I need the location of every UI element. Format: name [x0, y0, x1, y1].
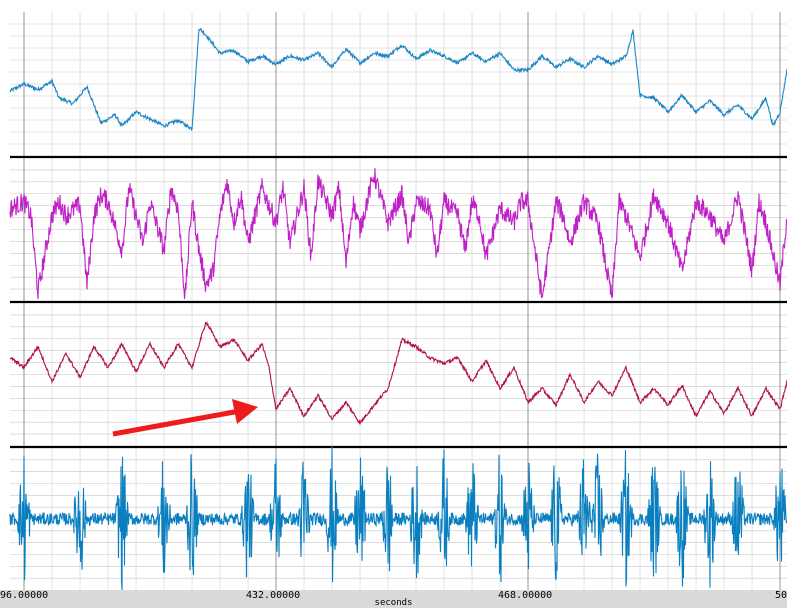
annotation-arrow-shaft — [112, 408, 241, 437]
x-tick-label: 432.00000 — [246, 590, 301, 601]
traces — [9, 28, 787, 591]
series-line-1 — [9, 28, 787, 131]
x-tick-label: 96.00000 — [0, 590, 49, 601]
x-tick-label: 468.00000 — [498, 590, 553, 601]
series-line-3 — [9, 321, 787, 425]
annotation-arrow-head — [232, 399, 258, 424]
x-axis-label: seconds — [374, 598, 413, 608]
series-line-2 — [9, 168, 787, 300]
x-tick-label: 50 — [775, 590, 787, 601]
annotations — [112, 399, 258, 437]
series-line-4 — [9, 445, 787, 591]
grid — [10, 12, 787, 590]
x-axis-bar — [0, 590, 787, 608]
